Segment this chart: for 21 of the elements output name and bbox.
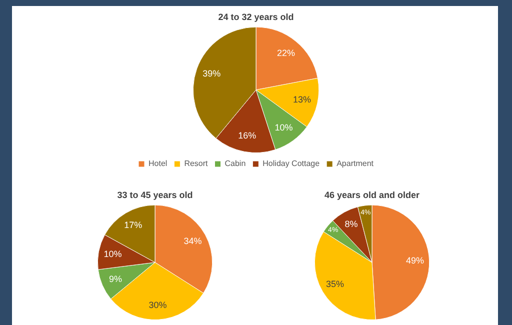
data-label: 10% bbox=[274, 122, 293, 133]
data-label: 13% bbox=[292, 94, 312, 105]
chart-title: 46 years old and older bbox=[324, 190, 420, 200]
legend-label: Resort bbox=[184, 159, 209, 168]
chart-title: 24 to 32 years old bbox=[218, 12, 294, 22]
data-label: 8% bbox=[344, 219, 358, 230]
data-label: 30% bbox=[148, 300, 167, 310]
legend-label: Cabin bbox=[224, 159, 246, 168]
legend-label: Apartment bbox=[336, 159, 374, 168]
data-label: 39% bbox=[202, 68, 221, 78]
data-label: 35% bbox=[326, 278, 344, 289]
data-label: 10% bbox=[104, 248, 122, 259]
data-label: 16% bbox=[238, 130, 256, 141]
data-label: 34% bbox=[184, 236, 202, 246]
data-label: 22% bbox=[277, 48, 296, 58]
legend-label: Holiday Cottage bbox=[262, 159, 320, 168]
legend-label: Hotel bbox=[148, 159, 168, 168]
chart-title: 33 to 45 years old bbox=[117, 190, 193, 200]
data-label: 49% bbox=[406, 256, 424, 266]
data-label: 9% bbox=[109, 274, 122, 284]
data-label: 17% bbox=[124, 220, 142, 230]
